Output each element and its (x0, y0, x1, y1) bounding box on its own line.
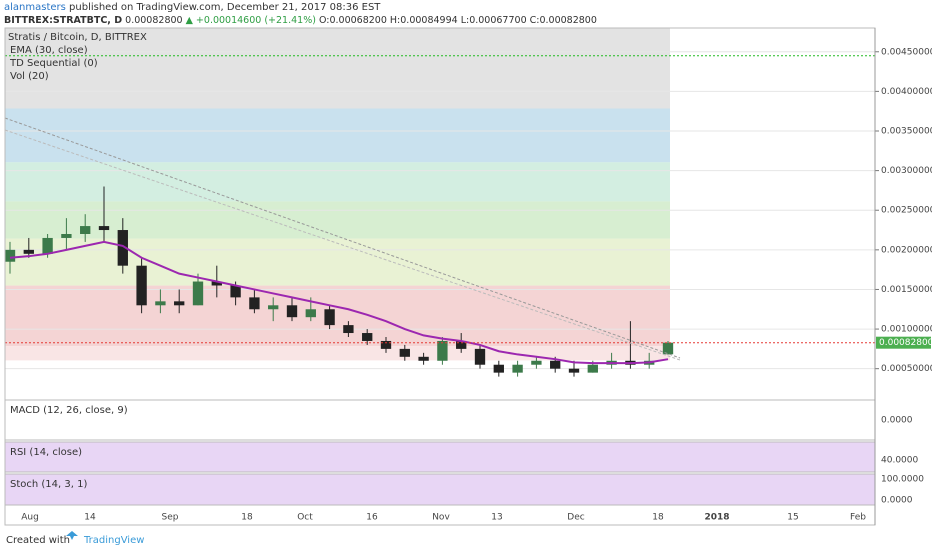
candle-body (286, 305, 298, 318)
x-tick-label: 14 (84, 513, 96, 523)
last-price-label: 0.00082800 (879, 338, 932, 348)
candle-body (268, 305, 279, 310)
pane-label: MACD (12, 26, close, 9) (10, 405, 128, 416)
candle-body (418, 356, 429, 361)
x-tick-label: Aug (21, 513, 39, 523)
candle-body (437, 340, 448, 361)
y-tick-label: 0.00050000 (881, 364, 932, 374)
trendline (4, 129, 681, 361)
x-tick-label: 15 (787, 513, 798, 523)
y-tick-label: 0.00200000 (881, 245, 932, 255)
fib-band (5, 28, 670, 109)
y-tick-label: 0.00150000 (881, 285, 932, 295)
candle-body (474, 348, 486, 365)
pane-label: RSI (14, close) (10, 447, 82, 458)
candle-body (211, 281, 222, 286)
pane-tick-label: 0.0000 (881, 496, 913, 506)
x-tick-label: Feb (850, 513, 866, 523)
candle-body (155, 301, 166, 306)
price: 0.00082800 (125, 15, 182, 26)
candle-body (587, 364, 598, 373)
candle-body (249, 297, 260, 310)
footer-brand: TradingView (83, 535, 144, 546)
published: published on TradingView.com, December 2… (69, 2, 381, 13)
candle-body (136, 265, 147, 306)
candle-body (117, 230, 128, 266)
candle-body (343, 325, 354, 334)
fib-band (5, 346, 670, 361)
legend-item: EMA (30, close) (10, 45, 88, 56)
candle-body (192, 281, 204, 306)
candle-body (362, 333, 373, 341)
candle-body (230, 285, 241, 298)
x-tick-label: 18 (652, 513, 664, 523)
candle-body (568, 368, 580, 373)
header-line-2: BITTREX:STRATBTC, D 0.00082800 ▲ +0.0001… (4, 15, 597, 26)
candle-body (61, 233, 72, 238)
footer-created: Created with (6, 535, 70, 546)
ema-line (9, 240, 669, 365)
x-tick-label: 16 (366, 513, 378, 523)
change: ▲ +0.00014600 (+21.41%) (186, 15, 316, 26)
fib-band (5, 162, 670, 202)
volume-area (5, 360, 670, 398)
y-tick-label: 0.00350000 (881, 126, 932, 136)
y-tick-label: 0.00400000 (881, 87, 932, 97)
x-tick-label: Sep (162, 513, 179, 523)
publisher: alanmasters (4, 2, 66, 13)
last-price-box (876, 336, 931, 349)
x-tick-label: Oct (297, 513, 313, 523)
candle-body (493, 364, 504, 373)
candle-body (23, 249, 34, 254)
pane-tick-label: 40.0000 (881, 456, 918, 466)
candle-body (531, 360, 542, 365)
candle-body (380, 340, 392, 349)
x-tick-label: 2018 (704, 513, 729, 523)
pane-tick-label: 0.0000 (881, 416, 913, 426)
y-tick-label: 0.00250000 (881, 206, 932, 216)
pane (4, 473, 876, 506)
pane-label: Stoch (14, 3, 1) (10, 479, 87, 490)
pane-tick-label: 100.0000 (881, 475, 924, 485)
candle-body (305, 309, 316, 318)
pane (4, 441, 876, 473)
fib-band (5, 238, 670, 286)
fib-band (5, 201, 670, 239)
candle-body (324, 309, 335, 326)
y-tick-label: 0.00100000 (881, 325, 932, 335)
header-line-1: alanmasters published on TradingView.com… (4, 2, 381, 13)
fib-band (5, 108, 670, 163)
y-tick-label: 0.00300000 (881, 166, 932, 176)
candle-body (98, 226, 110, 231)
candle-body (80, 226, 91, 234)
candle-body (550, 360, 561, 369)
ohlc: O:0.00068200 H:0.00084994 L:0.00067700 C… (319, 15, 597, 26)
legend-item: Vol (20) (10, 71, 49, 82)
symbol: BITTREX:STRATBTC, D (4, 15, 122, 26)
pane (4, 399, 876, 441)
x-tick-label: 18 (241, 513, 253, 523)
x-tick-label: Nov (432, 513, 450, 523)
x-tick-label: Dec (567, 513, 584, 523)
candle-body (174, 301, 185, 306)
candle-body (399, 348, 410, 357)
candle-body (512, 364, 523, 373)
legend-item: Stratis / Bitcoin, D, BITTREX (8, 32, 147, 43)
x-tick-label: 13 (491, 513, 502, 523)
candle-body (456, 340, 467, 349)
y-tick-label: 0.00450000 (881, 47, 932, 57)
fib-band (5, 285, 670, 347)
logo (66, 531, 78, 540)
candle-body (4, 249, 16, 262)
legend-item: TD Sequential (0) (9, 58, 98, 69)
plot: 0.00050000 0.00100000 0.00150000 0.00200000… (4, 28, 932, 523)
candle-body (42, 237, 53, 254)
trendline (4, 117, 681, 359)
candle-body (662, 342, 674, 355)
